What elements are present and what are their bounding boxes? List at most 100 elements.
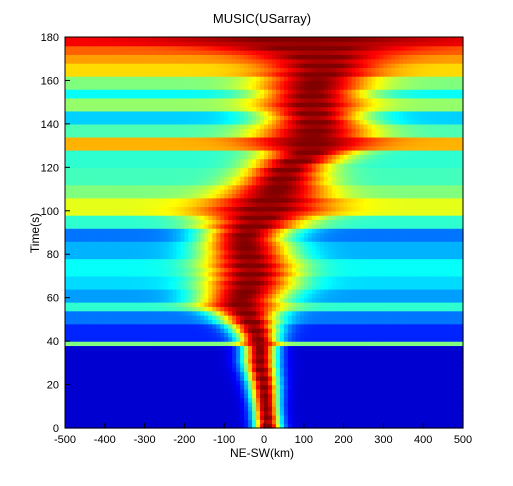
heatmap-cell xyxy=(192,223,197,229)
heatmap-cell xyxy=(287,358,293,364)
heatmap-cell xyxy=(307,275,313,281)
heatmap-cell xyxy=(92,423,98,429)
heatmap-cell xyxy=(435,284,440,290)
heatmap-cell xyxy=(283,358,289,364)
heatmap-cell xyxy=(100,358,106,364)
heatmap-cell xyxy=(212,310,217,316)
heatmap-cell xyxy=(124,367,130,373)
heatmap-cell xyxy=(279,401,285,407)
heatmap-cell xyxy=(379,315,384,320)
heatmap-cell xyxy=(108,315,114,320)
heatmap-cell xyxy=(156,236,162,242)
heatmap-cell xyxy=(459,315,464,320)
heatmap-cell xyxy=(264,280,269,286)
heatmap-cell xyxy=(367,345,373,351)
heatmap-cell xyxy=(220,310,225,316)
heatmap-cell xyxy=(164,219,170,225)
heatmap-cell xyxy=(260,328,265,334)
heatmap-cell xyxy=(92,254,98,260)
heatmap-cell xyxy=(343,223,349,229)
heatmap-cell xyxy=(415,319,420,325)
heatmap-cell xyxy=(367,288,373,294)
heatmap-cell xyxy=(447,414,452,420)
heatmap-cell xyxy=(359,349,365,355)
heatmap-cell xyxy=(156,419,162,425)
heatmap-cell xyxy=(156,280,162,286)
heatmap-cell xyxy=(279,323,285,329)
heatmap-cell xyxy=(248,288,253,294)
heatmap-cell xyxy=(371,410,377,416)
heatmap-cell xyxy=(291,332,297,338)
heatmap-cell xyxy=(379,223,384,229)
heatmap-cell xyxy=(80,262,86,268)
heatmap-cell xyxy=(104,262,110,268)
heatmap-cell xyxy=(351,332,357,338)
heatmap-cell xyxy=(435,297,440,303)
heatmap-cell xyxy=(283,215,289,221)
heatmap-cell xyxy=(228,245,233,251)
heatmap-cell xyxy=(76,249,82,255)
heatmap-cell xyxy=(236,423,241,429)
heatmap-cell xyxy=(315,367,321,373)
heatmap-cell xyxy=(443,258,448,264)
heatmap-cell xyxy=(323,210,329,216)
heatmap-cell xyxy=(423,367,428,373)
heatmap-cell xyxy=(391,306,396,312)
heatmap-cell xyxy=(371,323,377,329)
heatmap-cell xyxy=(128,306,134,312)
heatmap-cell xyxy=(427,419,432,425)
heatmap-cell xyxy=(80,323,86,329)
heatmap-cell xyxy=(395,210,400,216)
heatmap-cell xyxy=(455,271,460,277)
heatmap-cell xyxy=(303,219,309,225)
heatmap-cell xyxy=(439,210,444,216)
heatmap-cell xyxy=(427,258,432,264)
heatmap-cell xyxy=(260,349,265,355)
heatmap-cell xyxy=(455,375,460,381)
heatmap-cell xyxy=(160,393,166,399)
heatmap-cell xyxy=(104,367,110,373)
heatmap-cell xyxy=(124,241,130,247)
heatmap-cell xyxy=(383,267,388,273)
heatmap-cell xyxy=(88,358,94,364)
heatmap-cell xyxy=(343,210,349,216)
heatmap-cell xyxy=(275,414,281,420)
heatmap-cell xyxy=(176,210,182,216)
heatmap-cell xyxy=(228,358,233,364)
heatmap-cell xyxy=(224,223,229,229)
heatmap-cell xyxy=(411,384,416,390)
heatmap-cell xyxy=(363,367,369,373)
heatmap-cell xyxy=(419,245,424,251)
heatmap-cell xyxy=(287,210,293,216)
heatmap-cell xyxy=(180,367,185,373)
heatmap-cell xyxy=(112,219,118,225)
heatmap-cell xyxy=(184,284,189,290)
heatmap-cell xyxy=(411,393,416,399)
heatmap-cell xyxy=(315,215,321,221)
heatmap-cell xyxy=(76,288,82,294)
heatmap-cell xyxy=(172,310,178,316)
heatmap-cell xyxy=(260,315,265,320)
heatmap-cell xyxy=(335,401,341,407)
heatmap-cell xyxy=(192,354,197,360)
heatmap-cell xyxy=(359,375,365,381)
heatmap-cell xyxy=(156,275,162,281)
heatmap-cell xyxy=(176,284,182,290)
heatmap-cell xyxy=(335,345,341,351)
heatmap-cell xyxy=(236,341,241,347)
heatmap-cell xyxy=(403,362,408,368)
heatmap-cell xyxy=(164,228,170,234)
heatmap-cell xyxy=(375,310,381,316)
heatmap-cell xyxy=(108,236,114,242)
heatmap-cell xyxy=(447,315,452,320)
heatmap-cell xyxy=(184,375,189,381)
heatmap-cell xyxy=(339,271,345,277)
heatmap-cell xyxy=(435,245,440,251)
heatmap-cell xyxy=(291,228,297,234)
heatmap-cell xyxy=(431,310,436,316)
heatmap-cell xyxy=(136,367,142,373)
heatmap-cell xyxy=(216,388,221,394)
heatmap-cell xyxy=(363,254,369,260)
heatmap-cell xyxy=(375,262,381,268)
heatmap-cell xyxy=(375,288,381,294)
